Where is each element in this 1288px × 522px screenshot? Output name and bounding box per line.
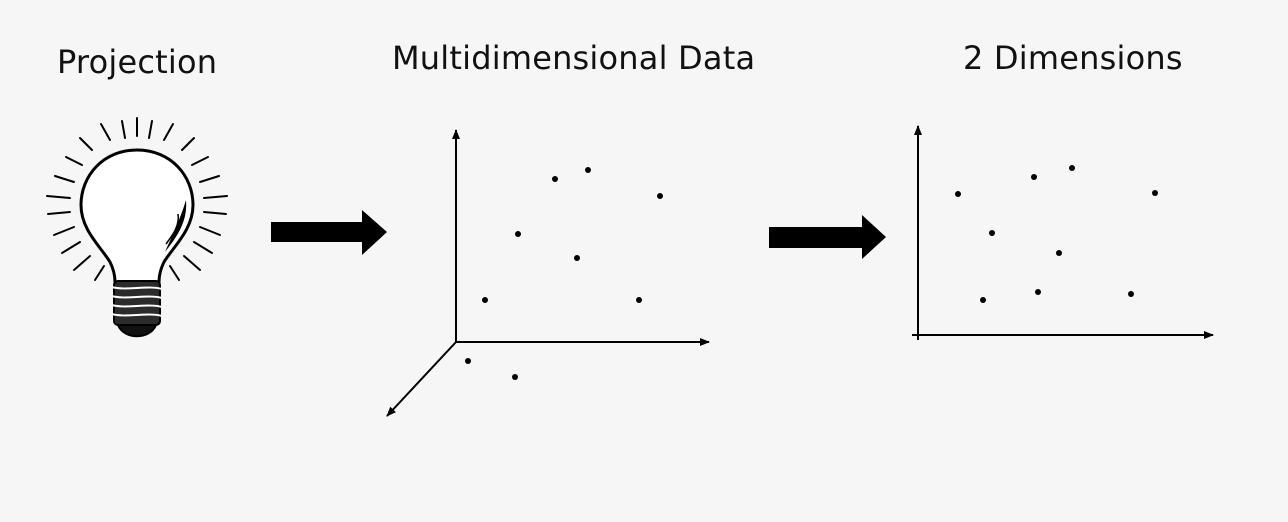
lightbulb-icon	[46, 117, 228, 338]
multidimensional-title: Multidimensional Data	[392, 39, 756, 77]
data-point	[1035, 289, 1041, 295]
right-arrow-icon	[769, 215, 886, 259]
data-point	[657, 193, 663, 199]
data-point	[482, 297, 488, 303]
3d-points	[465, 167, 663, 380]
data-point	[1031, 174, 1037, 180]
data-point	[955, 191, 961, 197]
3d-axes	[386, 129, 710, 417]
right-arrow-icon	[271, 210, 387, 255]
data-point	[574, 255, 580, 261]
data-point	[636, 297, 642, 303]
2d-axes	[912, 125, 1214, 340]
data-point	[980, 297, 986, 303]
2d-points	[955, 165, 1158, 303]
projection-title: Projection	[57, 43, 218, 81]
z-axis-3d	[386, 341, 457, 417]
data-point	[515, 231, 521, 237]
two-dimensions-title: 2 Dimensions	[963, 39, 1183, 77]
data-point	[1056, 250, 1062, 256]
data-point	[1128, 291, 1134, 297]
data-point	[1069, 165, 1075, 171]
data-point	[585, 167, 591, 173]
data-point	[1152, 190, 1158, 196]
data-point	[552, 176, 558, 182]
data-point	[989, 230, 995, 236]
data-point	[512, 374, 518, 380]
data-point	[465, 358, 471, 364]
